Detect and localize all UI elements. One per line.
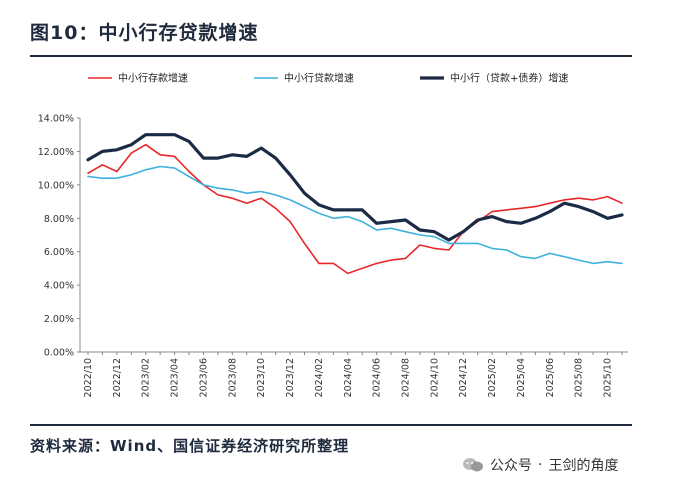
x-tick-label: 2025/04 — [516, 358, 527, 397]
x-tick-label: 2024/08 — [401, 358, 412, 397]
x-tick-label: 2025/02 — [487, 358, 498, 397]
x-tick-label: 2023/02 — [141, 358, 152, 397]
legend-label-2: 中小行贷款增速 — [284, 72, 354, 85]
legend-label-3: 中小行（贷款+债券）增速 — [450, 72, 568, 85]
x-tick-label: 2025/08 — [574, 358, 585, 397]
y-tick-label: 10.00% — [38, 180, 74, 191]
y-tick-label: 14.00% — [38, 114, 74, 125]
series-line-1 — [87, 143, 623, 275]
chart-title: 图10：中小行存贷款增速 — [30, 22, 259, 44]
legend-label-1: 中小行存款增速 — [118, 72, 188, 85]
x-tick-label: 2024/10 — [429, 358, 440, 397]
series-line-3 — [86, 133, 624, 242]
line-chart: 中小行存款增速 中小行贷款增速 中小行（贷款+债券）增速 0.00% 2.00% 4.0… — [38, 72, 628, 397]
x-tick-label: 2025/10 — [603, 358, 614, 397]
x-tick-label: 2023/04 — [170, 358, 181, 397]
y-tick-label: 8.00% — [44, 214, 74, 225]
x-tick-label: 2024/04 — [343, 358, 354, 397]
x-tick-label: 2024/02 — [314, 358, 325, 397]
chart-axes: 0.00% 2.00% 4.00% 6.00% 8.00% 10.00% 12.00% 14.… — [38, 114, 628, 397]
title-divider — [30, 55, 632, 57]
chart-legend: 中小行存款增速 中小行贷款增速 中小行（贷款+债券）增速 — [88, 72, 568, 85]
wechat-icon — [463, 458, 483, 472]
y-tick-label: 2.00% — [44, 314, 74, 325]
x-tick-label: 2022/12 — [112, 358, 123, 397]
watermark-separator: · — [538, 457, 543, 473]
x-tick-label: 2025/06 — [545, 358, 556, 397]
source-divider — [30, 424, 632, 426]
x-tick-label: 2024/06 — [372, 358, 383, 397]
chart-series — [86, 133, 624, 275]
x-tick-label: 2023/06 — [198, 358, 209, 397]
series-line-2 — [87, 165, 623, 265]
x-tick-label: 2022/10 — [83, 358, 94, 397]
x-tick-label: 2024/12 — [458, 358, 469, 397]
x-tick-label: 2023/10 — [256, 358, 267, 397]
x-tick-label: 2023/12 — [285, 358, 296, 397]
y-tick-label: 12.00% — [38, 147, 74, 158]
y-tick-label: 4.00% — [44, 281, 74, 292]
x-tick-label: 2023/08 — [227, 358, 238, 397]
watermark: 公众号 · 王剑的角度 — [462, 455, 618, 475]
source-note: 资料来源：Wind、国信证券经济研究所整理 — [30, 437, 350, 455]
y-tick-label: 6.00% — [44, 247, 74, 258]
y-tick-label: 0.00% — [44, 348, 74, 359]
watermark-name: 王剑的角度 — [548, 458, 619, 474]
watermark-account: 公众号 — [490, 458, 532, 474]
